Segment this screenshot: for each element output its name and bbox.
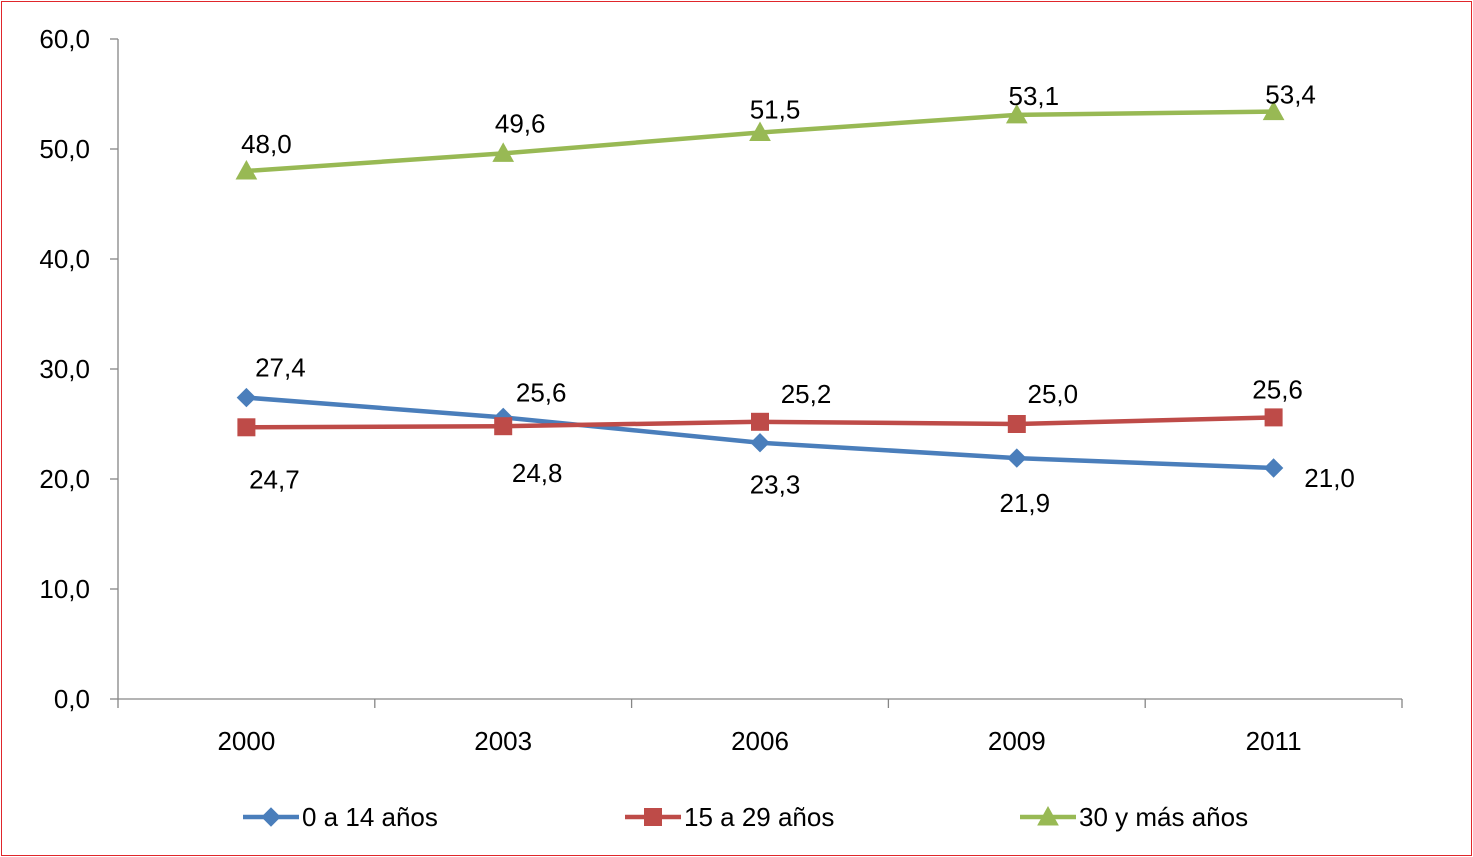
data-label: 23,3: [750, 470, 801, 500]
data-point: [236, 387, 257, 408]
x-tick-label: 2009: [988, 726, 1046, 756]
data-point: [494, 417, 513, 436]
data-label: 24,8: [512, 458, 563, 488]
data-point: [235, 159, 258, 180]
data-label: 21,9: [999, 488, 1050, 518]
data-label: 24,7: [249, 464, 300, 494]
data-point: [750, 432, 770, 453]
x-tick-label: 2003: [474, 726, 532, 756]
legend-item: 0 a 14 años: [243, 802, 438, 832]
data-label: 21,0: [1304, 463, 1355, 493]
data-point: [1007, 448, 1027, 468]
legend: 0 a 14 años 15 a 29 años 30 y más años: [243, 802, 1248, 832]
series-markers: [235, 100, 1285, 478]
data-label: 49,6: [495, 108, 546, 138]
data-point: [237, 418, 256, 437]
y-tick-label: 20,0: [39, 464, 90, 494]
data-label: 53,4: [1265, 80, 1316, 110]
legend-item: 15 a 29 años: [625, 802, 834, 832]
data-point: [751, 412, 769, 431]
data-label: 27,4: [255, 353, 306, 383]
data-label: 48,0: [241, 129, 292, 159]
y-tick-label: 60,0: [39, 24, 90, 54]
y-tick-label: 30,0: [39, 354, 90, 384]
data-label: 25,6: [1252, 374, 1303, 404]
y-tick-label: 50,0: [39, 134, 90, 164]
data-label: 25,0: [1027, 379, 1078, 409]
legend-marker: [261, 807, 281, 827]
data-point: [749, 121, 771, 141]
y-tick-label: 40,0: [39, 244, 90, 274]
legend-marker: [1037, 805, 1059, 826]
data-point: [1005, 103, 1028, 124]
data-labels: 27,4 25,6 23,3 21,9 21,0 24,7 24,8 25,2 25,0 25,6…: [241, 80, 1355, 518]
legend-label: 30 y más años: [1079, 802, 1248, 832]
y-tick-label: 10,0: [39, 574, 90, 604]
data-point: [1007, 415, 1026, 433]
data-label: 53,1: [1008, 81, 1059, 111]
x-tick-label: 2011: [1246, 726, 1302, 756]
axes: 0,0 10,0 20,0 30,0 40,0 50,0 60,0 2000 2003 2006 2…: [39, 24, 1403, 756]
data-label: 25,2: [781, 379, 832, 409]
data-point: [1263, 458, 1284, 478]
legend-label: 15 a 29 años: [684, 802, 834, 832]
legend-marker: [644, 808, 662, 826]
data-label: 51,5: [750, 95, 801, 125]
x-tick-label: 2006: [731, 726, 789, 756]
data-point: [1262, 100, 1285, 121]
data-point: [492, 142, 515, 162]
data-label: 25,6: [516, 377, 567, 407]
y-tick-label: 0,0: [54, 684, 90, 714]
x-tick-label: 2000: [217, 726, 275, 756]
legend-label: 0 a 14 años: [302, 802, 438, 832]
data-point: [1264, 408, 1283, 427]
legend-item: 30 y más años: [1020, 802, 1248, 832]
series-line: [244, 395, 1276, 471]
